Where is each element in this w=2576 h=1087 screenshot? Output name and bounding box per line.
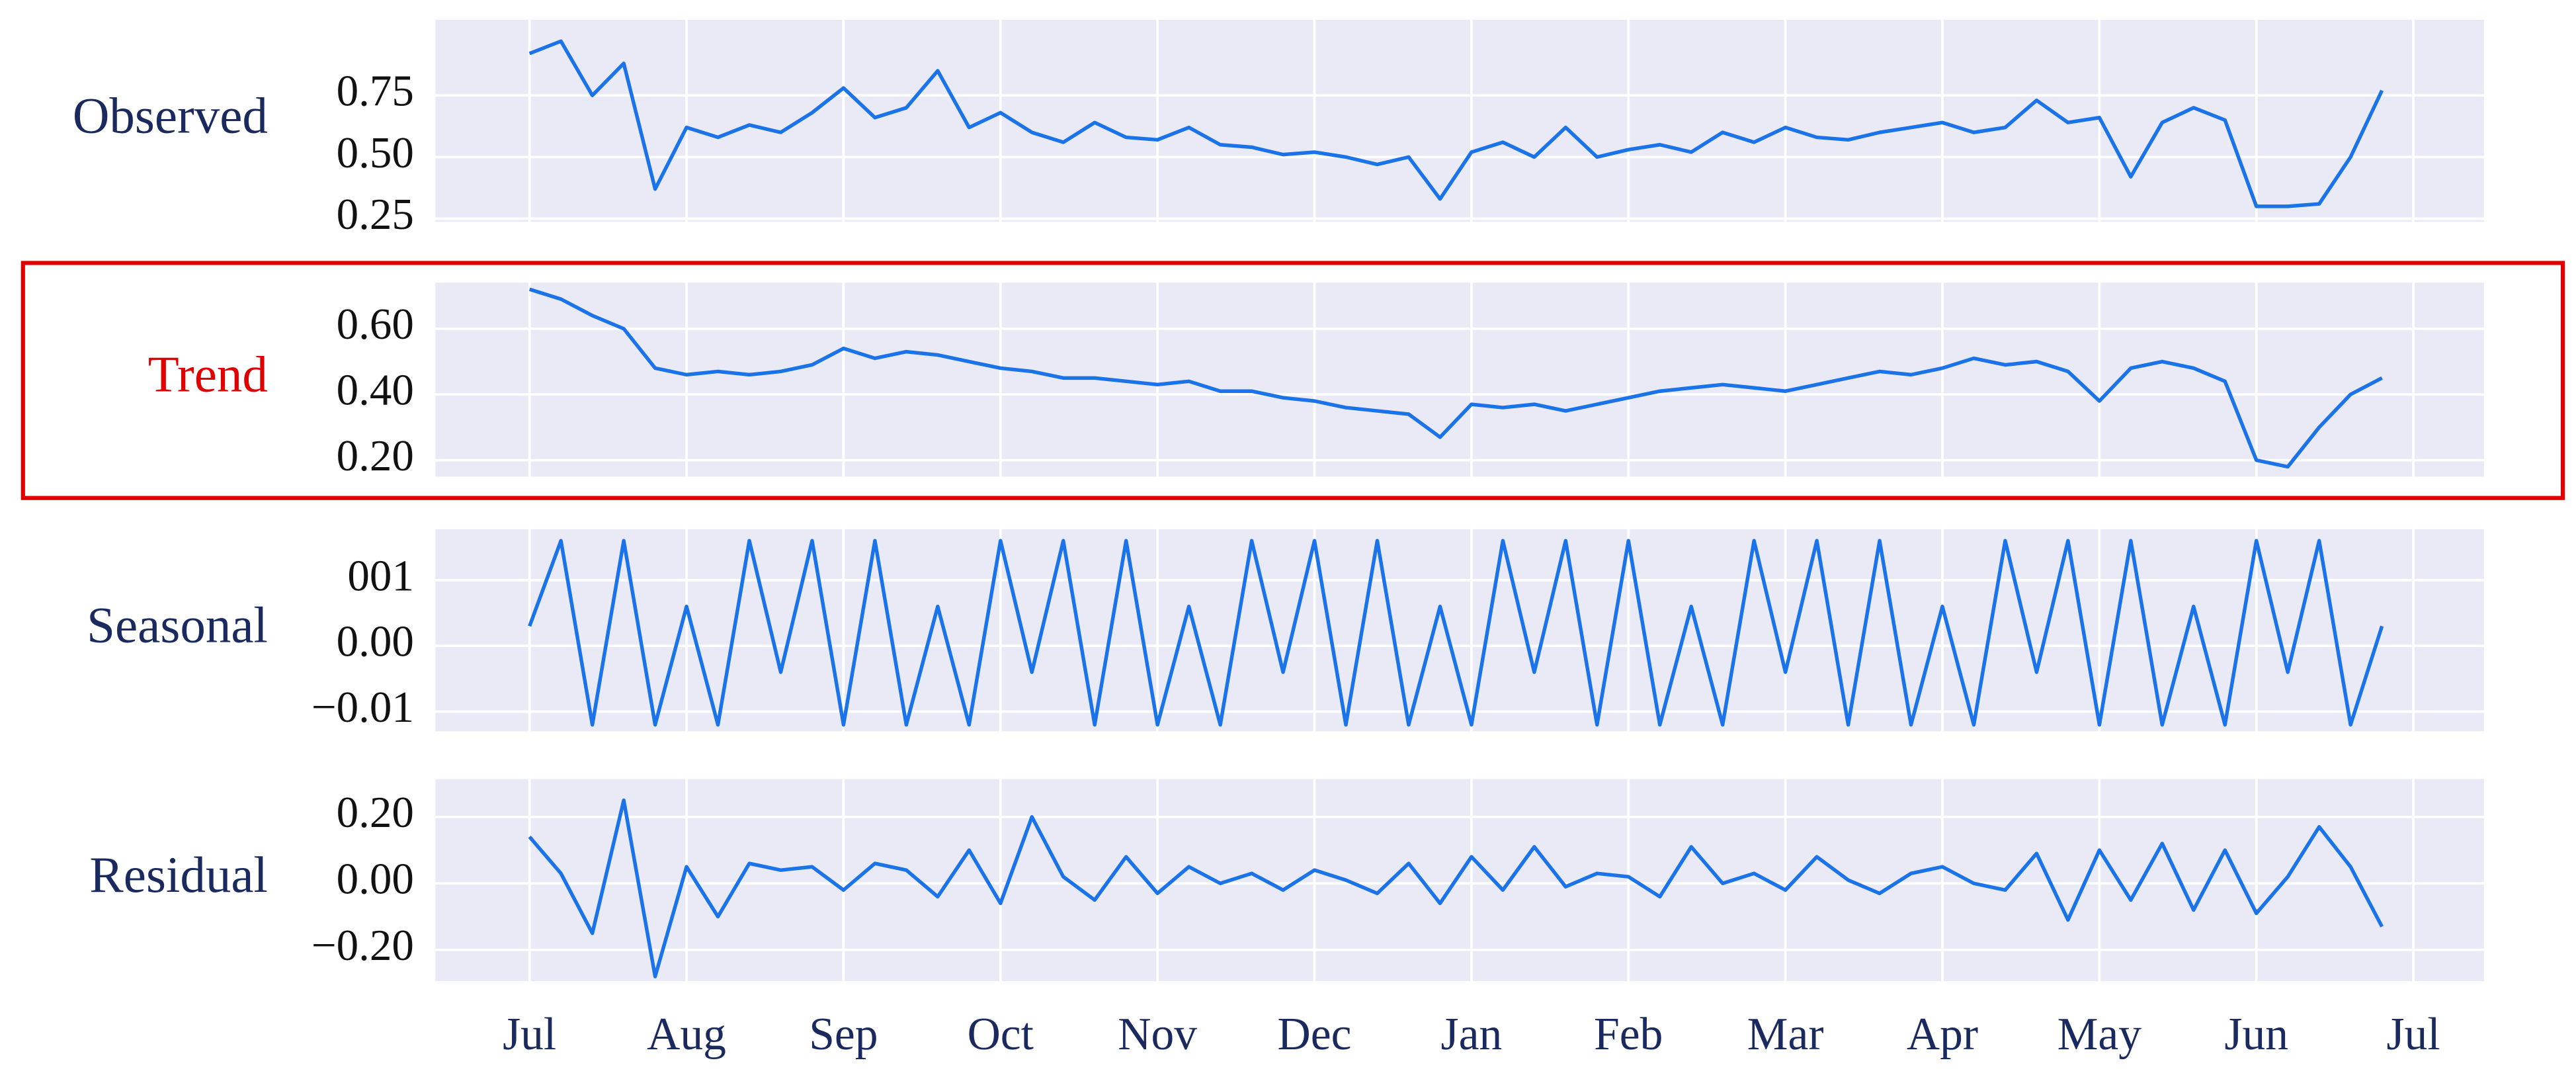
highlight-box [21,261,2565,500]
x-tick-label: Apr [1907,1009,1978,1060]
y-tick-label: 0.20 [337,431,414,480]
y-axis-label: Trend [148,346,268,403]
x-tick-label: Mar [1747,1009,1824,1060]
x-tick-label: Jul [503,1009,556,1060]
x-tick-label: Nov [1118,1009,1197,1060]
y-tick-label: 0.00 [337,854,414,904]
y-tick-label: −0.01 [312,682,414,732]
y-tick-label: 0.25 [337,189,414,239]
y-axis-label: Residual [89,846,267,903]
plot-area [435,283,2484,477]
x-tick-label: Feb [1594,1009,1663,1060]
series-line [528,39,2384,208]
plot-area [435,529,2484,732]
x-tick-label: May [2057,1009,2142,1060]
x-tick-label: Jul [2386,1009,2440,1060]
x-tick-label: Aug [647,1009,726,1060]
x-tick-label: Sep [809,1009,878,1060]
y-tick-label: 0.00 [337,617,414,666]
x-tick-label: Jan [1441,1009,1503,1060]
series-line [528,539,2384,727]
y-tick-label: −0.20 [312,920,414,970]
plot-area [435,19,2484,222]
series-line [528,798,2384,978]
x-tick-label: Dec [1278,1009,1352,1060]
y-tick-label: 0.60 [337,299,414,349]
y-tick-label: 0.75 [337,66,414,116]
x-tick-label: Jun [2224,1009,2288,1060]
y-tick-label: 0.50 [337,128,414,177]
series-line [528,287,2383,469]
y-axis-label: Observed [73,87,268,144]
y-axis-label: Seasonal [87,596,268,653]
x-tick-label: Oct [968,1009,1034,1060]
y-tick-label: 001 [347,550,414,600]
y-tick-label: 0.20 [337,787,414,837]
y-tick-label: 0.40 [337,365,414,415]
